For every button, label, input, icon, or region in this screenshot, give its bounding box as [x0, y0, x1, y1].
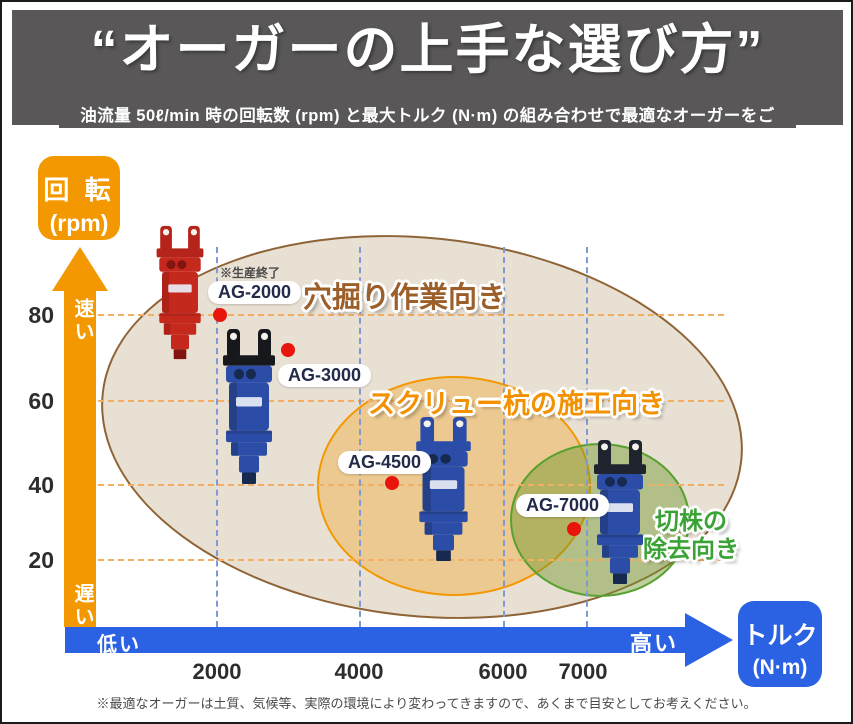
x-axis-high-label: 高い: [630, 631, 679, 656]
y-tick-20: 20: [28, 547, 54, 573]
page-subtitle: 油流量 50ℓ/min 時の回転数 (rpm) と最大トルク (N·m) の組み…: [80, 107, 775, 149]
header-banner: “オーガーの上手な選び方” 油流量 50ℓ/min 時の回転数 (rpm) と最…: [12, 10, 844, 149]
region-label-stump-removal: 切株の 除去向き: [630, 508, 752, 564]
discontinued-note: ※生産終了: [220, 266, 281, 280]
x-tick-2000: 2000: [192, 659, 242, 684]
x-axis-arrow-head: [685, 613, 733, 667]
data-point-ag-4500: [385, 476, 399, 490]
y-axis-title: 回 転: [43, 175, 115, 205]
x-axis-unit: (N·m): [752, 656, 808, 679]
v-gridline-6000: [503, 247, 505, 627]
auger-photo-ag-4500: [416, 416, 471, 562]
y-axis-slow-label: 遅い: [71, 583, 93, 629]
x-tick-7000: 7000: [558, 659, 608, 684]
data-point-ag-3000: [281, 343, 295, 357]
x-tick-4000: 4000: [334, 659, 384, 684]
region-label-digging: 穴掘り作業向き: [303, 282, 507, 314]
footer-disclaimer: ※最適なオーガーは土質、気候等、実際の環境により変わってきますので、あくまで目安…: [96, 696, 757, 711]
model-label-ag-4500: AG-4500: [338, 451, 432, 474]
y-axis-unit: (rpm): [49, 210, 109, 236]
y-tick-40: 40: [28, 472, 54, 498]
x-axis-title-badge: トルク (N·m): [738, 601, 822, 687]
y-tick-80: 80: [28, 302, 54, 328]
h-gridline-20: [98, 559, 724, 561]
y-axis-fast-label: 速い: [71, 298, 93, 344]
y-axis-arrow-head: [52, 247, 108, 291]
model-label-ag-7000: AG-7000: [516, 494, 610, 517]
region-label-screw-pile: スクリュー杭の施工向き: [368, 389, 665, 419]
h-gridline-80: [98, 314, 724, 316]
y-axis-arrow-shaft: [64, 290, 96, 627]
y-axis-title-badge: 回 転 (rpm): [38, 156, 120, 240]
h-gridline-40: [98, 484, 724, 486]
region-label-stump-line2: 除去向き: [643, 536, 739, 563]
v-gridline-7000: [586, 247, 588, 627]
subtitle-row: 油流量 50ℓ/min 時の回転数 (rpm) と最大トルク (N·m) の組み…: [12, 102, 844, 150]
region-label-stump-line1: 切株の: [655, 508, 727, 535]
auger-photo-ag-2000: [156, 225, 204, 360]
v-gridline-2000: [216, 247, 218, 627]
model-label-ag-3000: AG-3000: [278, 364, 372, 387]
page-title: “オーガーの上手な選び方”: [90, 20, 765, 80]
auger-photo-ag-3000: [223, 329, 275, 484]
x-axis-low-label: 低い: [97, 634, 141, 656]
subtitle-dash-left: [12, 124, 59, 128]
model-label-ag-2000: AG-2000: [208, 281, 302, 304]
h-gridline-60: [98, 400, 724, 402]
x-axis-bar: [65, 627, 685, 653]
y-tick-60: 60: [28, 388, 54, 414]
x-axis-title: トルク: [742, 622, 818, 650]
chart-area: 回 転 (rpm) 速い 遅い 80 60 40 20 穴掘り作業向き スクリュ…: [2, 128, 851, 688]
v-gridline-4000: [359, 247, 361, 627]
subtitle-dash-right: [796, 124, 844, 128]
data-point-ag-7000: [567, 522, 581, 536]
data-point-ag-2000: [213, 308, 227, 322]
x-tick-6000: 6000: [478, 659, 528, 684]
